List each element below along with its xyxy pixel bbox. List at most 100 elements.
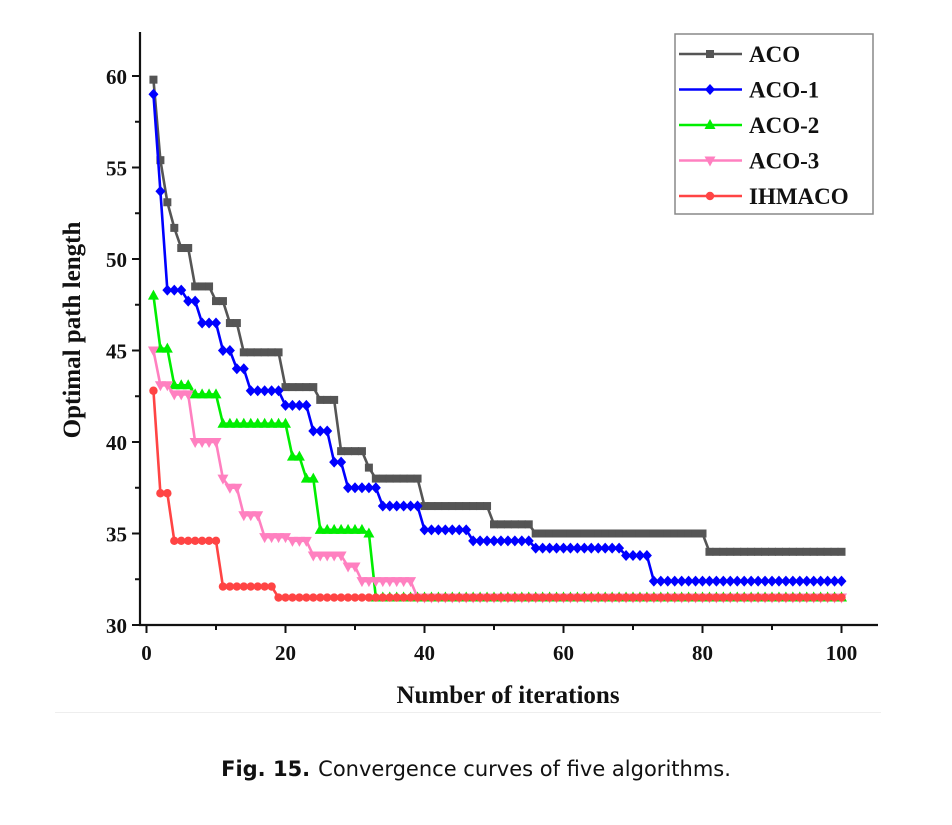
data-point <box>482 535 493 547</box>
y-tick-label: 45 <box>106 340 127 364</box>
data-point <box>281 383 290 392</box>
x-tick-label: 40 <box>414 641 435 665</box>
legend-item: IHMACO <box>679 184 849 209</box>
data-point <box>781 593 791 602</box>
data-point <box>175 379 187 390</box>
data-point <box>259 385 270 397</box>
y-tick-label: 50 <box>106 248 127 272</box>
data-point <box>156 156 165 165</box>
data-point <box>218 297 227 306</box>
data-point <box>217 474 229 485</box>
data-point <box>608 529 617 538</box>
legend-item: ACO-2 <box>679 113 819 138</box>
data-point <box>580 593 589 602</box>
data-point <box>266 385 277 397</box>
legend-marker-icon <box>705 84 715 95</box>
data-point <box>517 593 526 602</box>
data-point <box>189 388 201 399</box>
series-ihmaco <box>149 386 846 602</box>
data-point <box>260 348 269 357</box>
data-point <box>351 447 359 456</box>
data-point <box>156 489 165 498</box>
data-point <box>203 388 215 399</box>
data-point <box>252 417 264 428</box>
data-point <box>405 500 416 512</box>
legend-label: IHMACO <box>749 184 849 209</box>
data-point <box>516 535 527 547</box>
data-point <box>621 593 631 602</box>
data-point <box>441 502 450 511</box>
data-point <box>155 185 166 197</box>
data-point <box>510 520 519 529</box>
data-point <box>461 524 472 536</box>
data-point <box>328 523 340 534</box>
data-point <box>224 417 236 428</box>
data-point <box>551 542 562 554</box>
data-point <box>489 535 499 547</box>
data-point <box>552 529 561 538</box>
data-point <box>329 456 340 468</box>
data-point <box>642 529 651 538</box>
data-point <box>189 438 201 448</box>
data-point <box>635 529 644 538</box>
data-point <box>169 284 180 296</box>
data-point <box>170 536 179 546</box>
data-point <box>363 527 375 538</box>
data-point <box>641 549 652 561</box>
data-point <box>448 502 457 511</box>
data-point <box>288 593 297 602</box>
data-point <box>816 593 825 602</box>
data-point <box>170 223 179 232</box>
data-point <box>253 348 262 357</box>
data-point <box>246 582 255 591</box>
data-point <box>559 593 568 602</box>
data-point <box>648 575 659 587</box>
data-point <box>370 482 381 494</box>
data-point <box>837 547 846 556</box>
data-point <box>622 529 631 538</box>
y-tick-label: 55 <box>106 157 127 181</box>
data-point <box>378 474 387 483</box>
data-point <box>161 342 173 353</box>
data-point <box>343 593 353 602</box>
data-point <box>524 520 533 529</box>
data-point <box>635 593 645 602</box>
data-point <box>330 395 339 404</box>
data-point <box>252 511 264 522</box>
data-point <box>503 520 512 529</box>
y-tick-label: 40 <box>106 431 127 455</box>
data-point <box>733 547 742 556</box>
data-point <box>412 500 423 512</box>
data-point <box>363 482 374 494</box>
series-aco-3 <box>147 346 847 604</box>
data-point <box>253 582 262 591</box>
data-point <box>815 575 826 587</box>
data-point <box>822 575 833 587</box>
data-point <box>274 348 283 357</box>
data-point <box>802 593 811 602</box>
data-point <box>204 536 214 546</box>
data-point <box>552 593 561 602</box>
data-point <box>705 593 714 602</box>
data-point <box>177 244 186 253</box>
data-point <box>566 593 575 602</box>
data-point <box>732 575 743 587</box>
data-point <box>399 593 408 602</box>
data-point <box>573 529 582 538</box>
data-point <box>273 385 284 397</box>
legend-label: ACO <box>749 42 800 67</box>
data-point <box>184 244 193 253</box>
legend-marker-icon <box>704 119 716 129</box>
data-point <box>496 520 505 529</box>
data-point <box>538 593 547 602</box>
legend-marker-icon <box>705 191 715 201</box>
series-aco-1 <box>148 88 847 587</box>
data-point <box>447 524 458 536</box>
data-point <box>823 547 832 556</box>
data-point <box>794 575 805 587</box>
divider <box>55 712 881 713</box>
data-point <box>441 593 450 602</box>
data-point <box>231 363 242 375</box>
data-point <box>836 575 847 587</box>
data-point <box>455 593 464 602</box>
